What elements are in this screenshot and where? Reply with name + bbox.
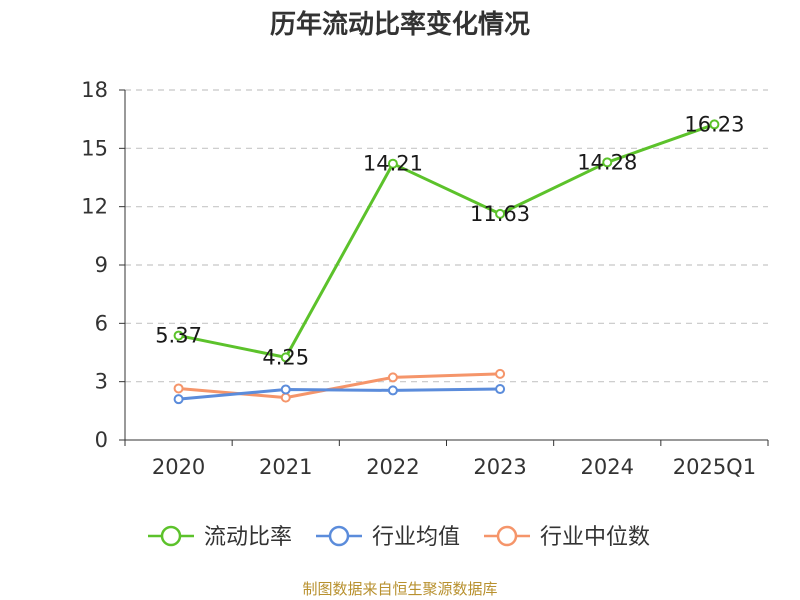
data-point xyxy=(387,158,398,169)
legend-item[interactable]: 行业均值 xyxy=(316,525,460,550)
y-tick-label: 0 xyxy=(95,428,108,452)
data-label: 16.23 xyxy=(684,112,744,136)
legend-label: 行业均值 xyxy=(372,525,460,550)
data-label: 14.21 xyxy=(363,152,423,176)
chart-title: 历年流动比率变化情况 xyxy=(269,10,530,40)
y-tick-label: 15 xyxy=(81,136,108,160)
y-tick-label: 3 xyxy=(95,370,108,394)
legend-marker xyxy=(328,525,350,547)
x-tick-label: 2021 xyxy=(259,455,312,479)
legend-marker xyxy=(160,525,182,547)
y-tick-label: 9 xyxy=(95,253,108,277)
data-point xyxy=(495,368,506,379)
series-line xyxy=(178,123,715,359)
data-point xyxy=(387,385,398,396)
x-tick-label: 2022 xyxy=(366,455,419,479)
series-lines xyxy=(173,119,720,405)
data-labels: 5.37 4.25 14.21 11.63 14.28 16.23 xyxy=(155,112,744,369)
y-tick-label: 18 xyxy=(81,78,108,102)
data-point xyxy=(173,330,184,341)
data-point xyxy=(387,372,398,383)
data-point xyxy=(495,384,506,395)
legend-label: 流动比率 xyxy=(204,525,292,550)
data-point xyxy=(280,352,291,363)
axes: 0 3 6 9 12 15 18 2020 2021 2022 2023 2024 2025Q1 xyxy=(81,78,769,479)
data-point xyxy=(280,392,291,403)
series-line xyxy=(178,387,501,401)
source-footer: 制图数据来自恒生聚源数据库 xyxy=(302,580,498,598)
legend-label: 行业中位数 xyxy=(540,525,650,550)
data-point xyxy=(709,119,720,130)
data-label: 11.63 xyxy=(470,202,530,226)
legend[interactable]: 流动比率 行业均值 行业中位数 xyxy=(148,525,650,550)
data-label: 4.25 xyxy=(262,345,309,369)
x-tick-label: 2020 xyxy=(152,455,205,479)
legend-marker xyxy=(496,525,518,547)
legend-item[interactable]: 行业中位数 xyxy=(484,525,650,550)
x-tick-label: 2024 xyxy=(581,455,634,479)
data-point xyxy=(602,157,613,168)
data-label: 14.28 xyxy=(577,150,637,174)
legend-item[interactable]: 流动比率 xyxy=(148,525,292,550)
data-point xyxy=(495,208,506,219)
data-point xyxy=(173,383,184,394)
grid-lines xyxy=(125,89,768,383)
x-tick-label: 2023 xyxy=(473,455,526,479)
data-point xyxy=(280,384,291,395)
data-label: 5.37 xyxy=(155,324,202,348)
y-tick-label: 6 xyxy=(95,311,108,335)
data-point xyxy=(173,394,184,405)
x-tick-label: 2025Q1 xyxy=(673,455,756,479)
y-tick-label: 12 xyxy=(81,195,108,219)
